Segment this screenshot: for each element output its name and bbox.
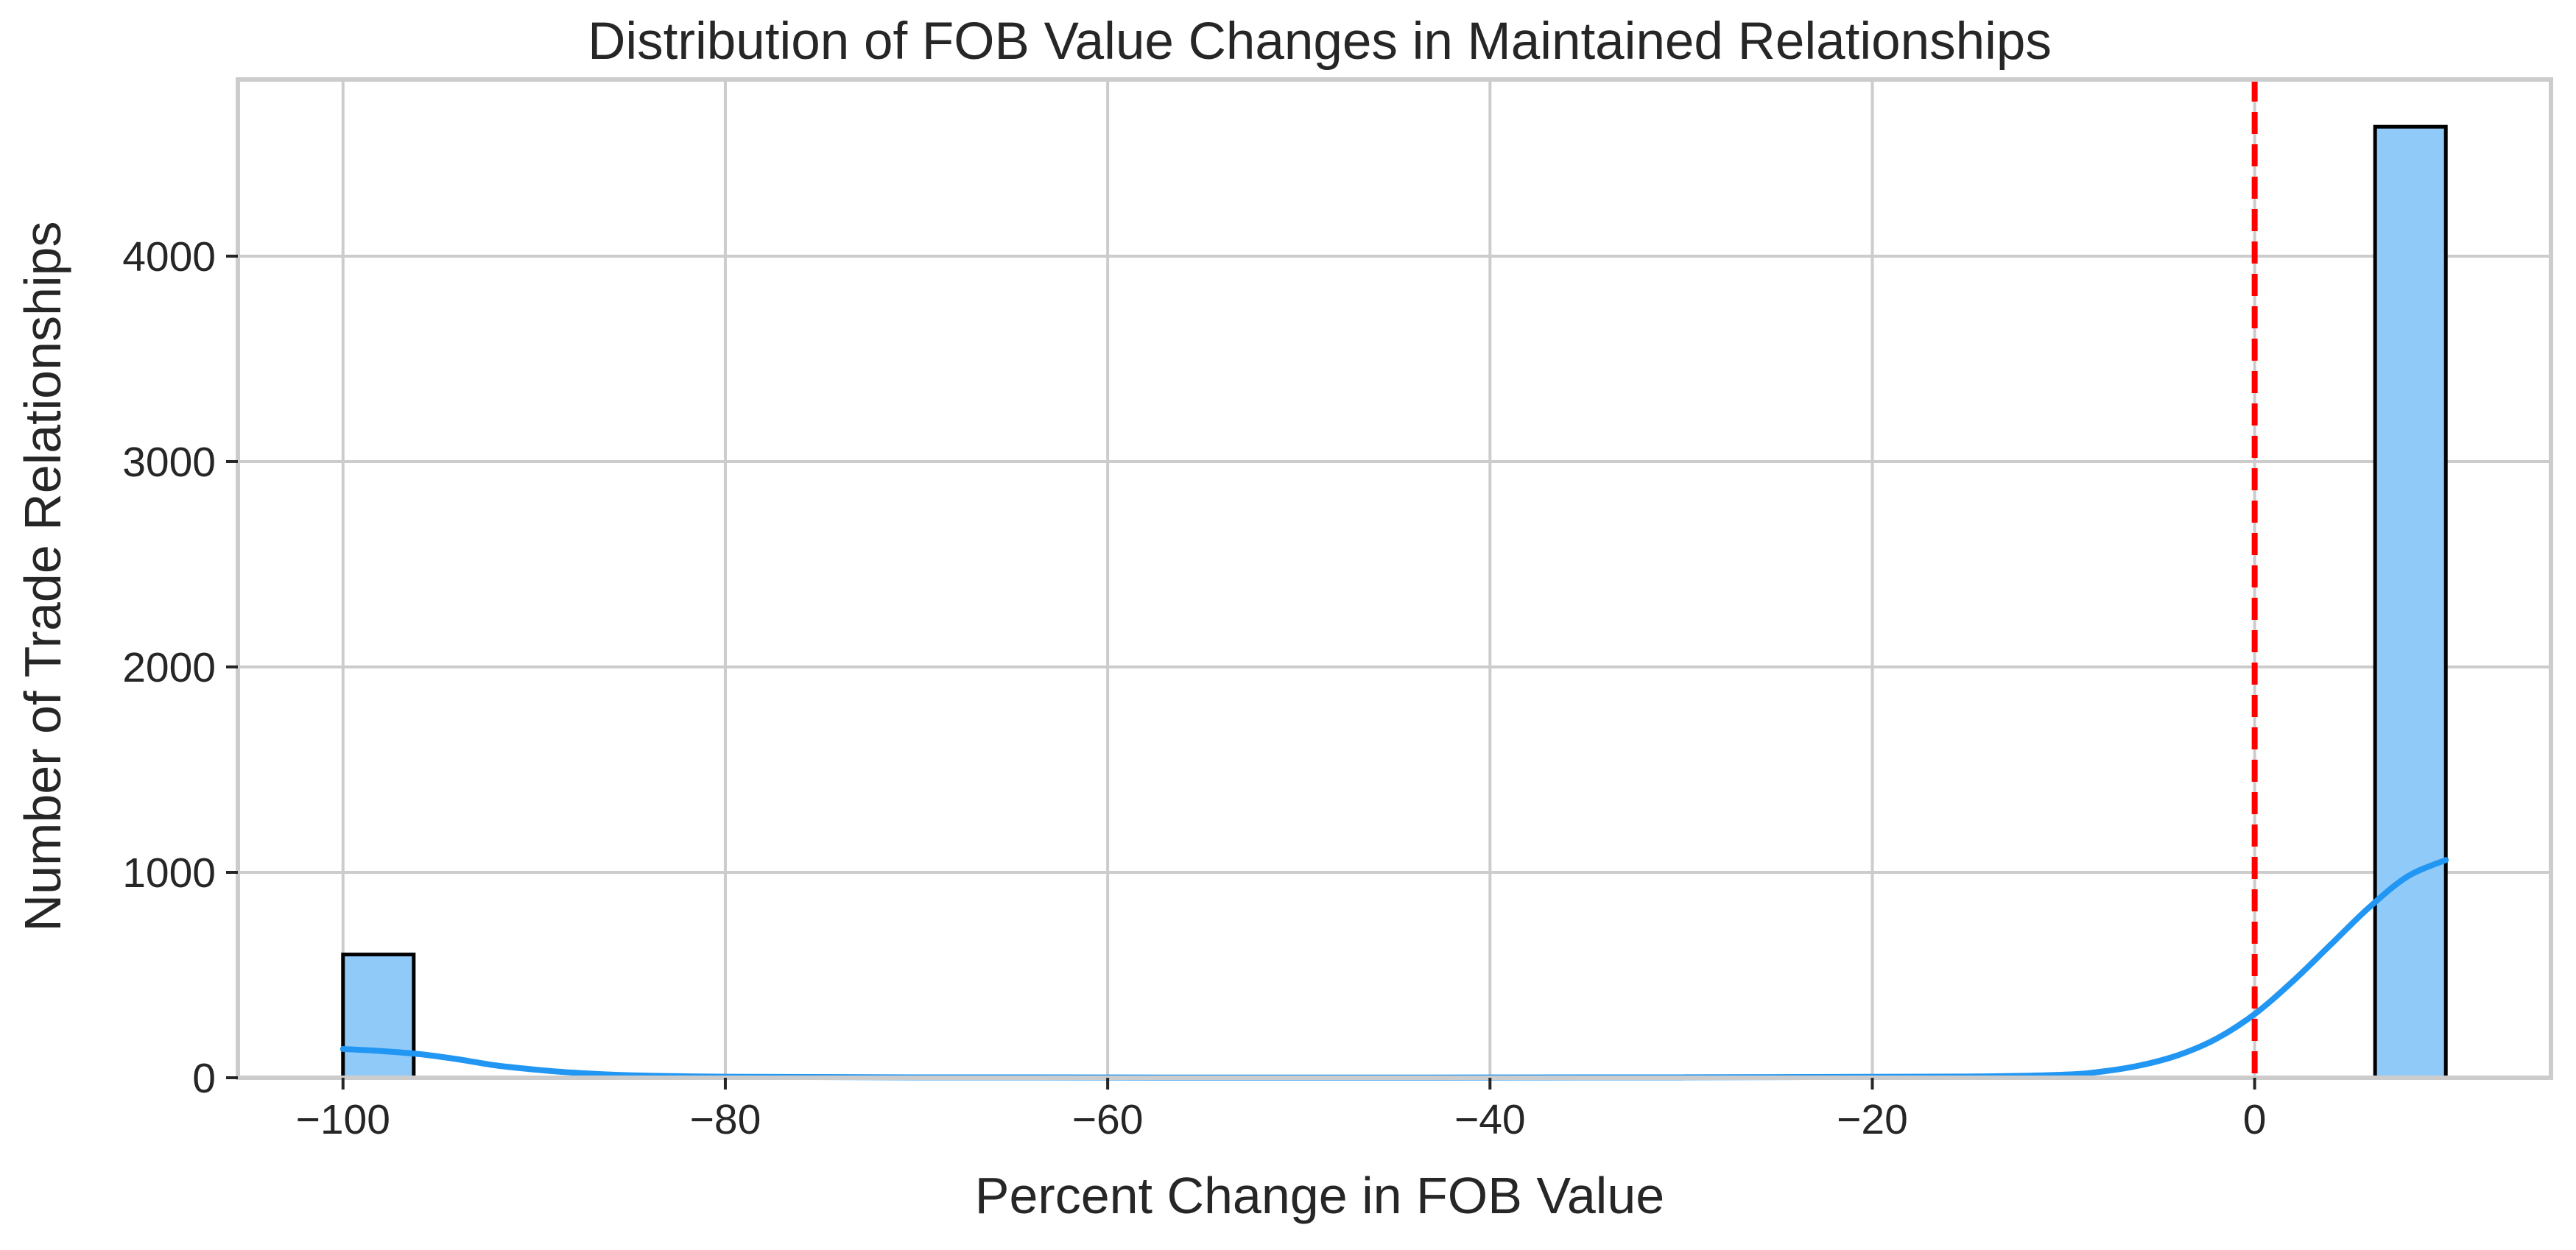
x-tick-label: −20 xyxy=(1837,1096,1908,1143)
y-axis-ticks: 0 1000 2000 3000 4000 xyxy=(122,233,238,1102)
x-tick-label: 0 xyxy=(2243,1096,2267,1143)
grid-lines xyxy=(238,80,2551,1079)
x-tick-label: −40 xyxy=(1454,1096,1526,1143)
y-axis-title: Number of Trade Relationships xyxy=(14,222,71,932)
y-tick-label: 2000 xyxy=(122,644,216,691)
y-tick-label: 3000 xyxy=(122,439,216,486)
y-tick-label: 1000 xyxy=(122,850,216,897)
x-axis-ticks: −100 −80 −60 −40 −20 0 xyxy=(296,1078,2267,1143)
kde-curve xyxy=(339,857,2449,1081)
chart-title: Distribution of FOB Value Changes in Mai… xyxy=(588,13,2052,71)
kde-curve-layer xyxy=(339,857,2449,1081)
x-tick-label: −80 xyxy=(690,1096,761,1143)
x-axis-title: Percent Change in FOB Value xyxy=(975,1167,1664,1224)
y-tick-label: 0 xyxy=(192,1055,216,1102)
histogram-bar xyxy=(2373,124,2448,1080)
x-tick-label: −100 xyxy=(296,1096,390,1143)
histogram-bar xyxy=(341,953,416,1080)
x-tick-label: −60 xyxy=(1072,1096,1144,1143)
y-tick-label: 4000 xyxy=(122,233,216,280)
histogram-bars xyxy=(341,124,2448,1080)
plot-frame xyxy=(236,77,2553,1080)
